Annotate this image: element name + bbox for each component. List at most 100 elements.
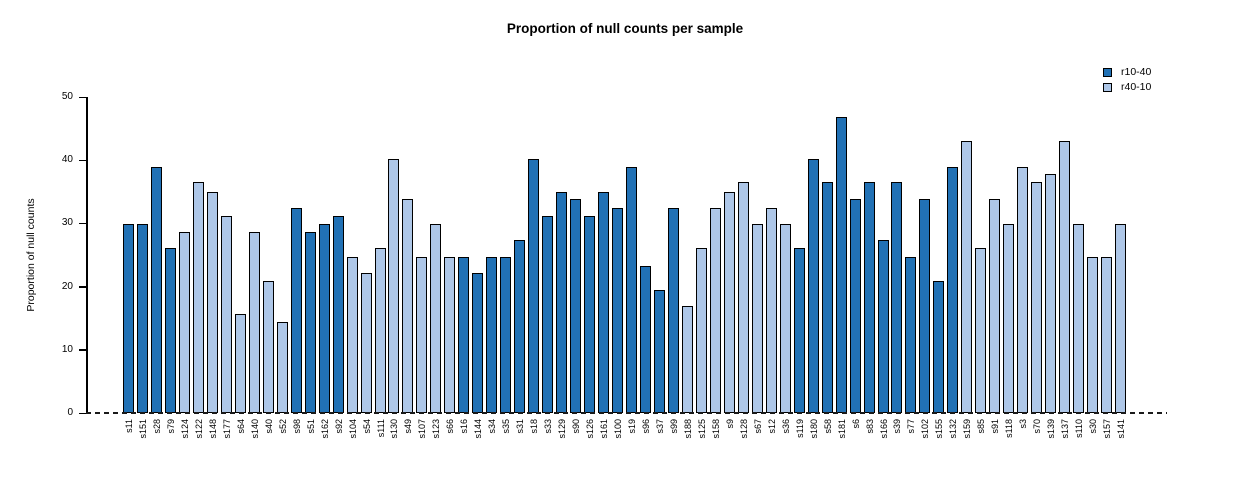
x-tick-label: s67 (752, 419, 763, 434)
x-tick-label: s40 (263, 419, 274, 434)
legend-swatch-r40-10-icon (1103, 83, 1112, 92)
y-axis-tick-label: 0 (67, 407, 73, 418)
bar-s122 (193, 182, 204, 413)
bar-s83 (864, 182, 875, 413)
x-tick-label: s104 (347, 419, 358, 439)
bar-s166 (878, 240, 889, 413)
x-tick-label: s85 (975, 419, 986, 434)
x-tick-label: s180 (808, 419, 819, 439)
bar-s64 (235, 314, 246, 413)
bar-s148 (207, 192, 218, 413)
x-tick-label: s12 (766, 419, 777, 434)
bar-s140 (249, 232, 260, 413)
bar-s99 (668, 208, 679, 413)
x-tick-label: s148 (207, 419, 218, 439)
x-tick-label: s158 (710, 419, 721, 439)
x-tick-label: s6 (850, 419, 861, 429)
bar-s77 (905, 257, 916, 413)
x-tick-label: s64 (235, 419, 246, 434)
bar-s51 (305, 232, 316, 413)
bar-s98 (291, 208, 302, 413)
bar-s137 (1059, 141, 1070, 413)
bar-s66 (444, 257, 455, 413)
bar-s33 (542, 216, 553, 413)
y-axis-tick (79, 349, 86, 351)
y-axis-line (86, 97, 88, 414)
bar-s118 (1003, 224, 1014, 413)
bar-s36 (780, 224, 791, 413)
bar-s3 (1017, 167, 1028, 413)
bar-s70 (1031, 182, 1042, 413)
bar-s141 (1115, 224, 1126, 413)
x-tick-label: s11 (123, 419, 134, 433)
y-axis-tick-label: 10 (61, 343, 73, 355)
zero-baseline (86, 412, 1167, 414)
x-tick-label: s166 (878, 419, 889, 439)
x-tick-label: s181 (836, 419, 847, 439)
legend-item-r40-10: r40-10 (1103, 80, 1151, 95)
x-tick-label: s34 (486, 419, 497, 434)
bar-s177 (221, 216, 232, 413)
legend-label-r10-40: r10-40 (1121, 66, 1152, 78)
x-tick-label: s107 (416, 419, 427, 439)
bar-s104 (347, 257, 358, 413)
x-tick-label: s130 (388, 419, 399, 439)
x-tick-label: s124 (179, 419, 190, 439)
bar-s91 (989, 199, 1000, 413)
x-tick-label: s102 (919, 419, 930, 439)
x-tick-label: s177 (221, 419, 232, 439)
x-tick-label: s3 (1017, 419, 1028, 429)
bar-s128 (738, 182, 749, 413)
bar-s28 (151, 167, 162, 413)
x-tick-label: s157 (1101, 419, 1112, 439)
bar-s107 (416, 257, 427, 413)
x-tick-label: s35 (500, 419, 511, 434)
bar-s52 (277, 322, 288, 413)
bar-s162 (319, 224, 330, 413)
x-tick-label: s51 (305, 419, 316, 434)
bar-s123 (430, 224, 441, 413)
bar-s110 (1073, 224, 1084, 413)
x-tick-label: s39 (891, 419, 902, 434)
bar-s130 (388, 159, 399, 413)
legend-swatch-r10-40-icon (1103, 68, 1112, 77)
y-axis-tick-label: 50 (61, 91, 73, 102)
bar-s18 (528, 159, 539, 413)
x-tick-label: s159 (961, 419, 972, 439)
bar-s79 (165, 248, 176, 413)
x-tick-label: s122 (193, 419, 204, 439)
bar-s12 (766, 208, 777, 413)
y-axis-tick-label: 40 (61, 154, 73, 166)
bar-s180 (808, 159, 819, 413)
bar-s188 (682, 306, 693, 413)
x-tick-label: s49 (402, 419, 413, 434)
bar-s92 (333, 216, 344, 413)
x-tick-label: s119 (794, 419, 805, 438)
x-tick-label: s30 (1087, 419, 1098, 434)
y-axis-tick-label: 20 (61, 280, 73, 292)
bar-s111 (375, 248, 386, 413)
x-tick-label: s140 (249, 419, 260, 439)
x-tick-label: s91 (989, 419, 1000, 434)
x-tick-label: s99 (668, 419, 679, 434)
bar-s54 (361, 273, 372, 413)
x-tick-label: s52 (277, 419, 288, 434)
x-tick-label: s98 (291, 419, 302, 434)
bar-s40 (263, 281, 274, 413)
bar-s129 (556, 192, 567, 413)
bar-s37 (654, 290, 665, 413)
bar-s124 (179, 232, 190, 413)
x-tick-label: s16 (458, 419, 469, 434)
bar-s155 (933, 281, 944, 413)
bar-s34 (486, 257, 497, 413)
x-tick-label: s161 (598, 419, 609, 439)
x-tick-label: s125 (696, 419, 707, 439)
x-tick-label: s144 (472, 419, 483, 439)
x-tick-label: s18 (528, 419, 539, 434)
x-tick-label: s132 (947, 419, 958, 439)
x-tick-label: s33 (542, 419, 553, 434)
legend-label-r40-10: r40-10 (1121, 81, 1152, 93)
x-tick-label: s70 (1031, 419, 1042, 434)
x-tick-label: s90 (570, 419, 581, 434)
chart-title: Proportion of null counts per sample (506, 21, 744, 36)
